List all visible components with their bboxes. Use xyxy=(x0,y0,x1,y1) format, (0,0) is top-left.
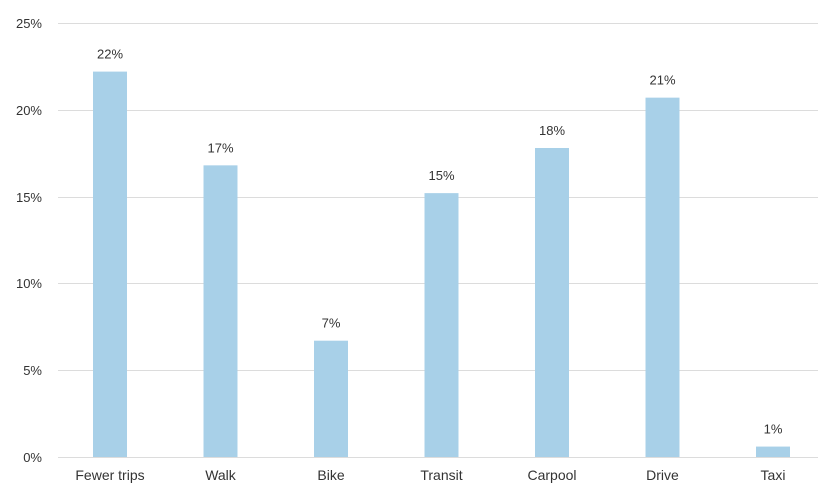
category-label-walk: Walk xyxy=(205,467,237,483)
bar-fewer-trips xyxy=(93,71,127,457)
data-label-drive: 21% xyxy=(649,73,675,88)
data-label-transit: 15% xyxy=(428,168,454,183)
bar-transit xyxy=(424,193,459,458)
category-label-carpool: Carpool xyxy=(527,467,576,483)
bar-carpool xyxy=(535,147,569,457)
y-axis-tick-labels: 0% 5% 10% 15% 20% 25% xyxy=(16,16,42,465)
bars xyxy=(93,71,790,458)
bar-drive xyxy=(645,97,680,457)
y-tick-label-0: 0% xyxy=(23,450,42,465)
y-tick-label-1: 5% xyxy=(23,363,42,378)
data-label-carpool: 18% xyxy=(539,123,565,138)
bar-walk xyxy=(203,165,238,458)
y-tick-label-2: 10% xyxy=(16,276,42,291)
y-tick-label-4: 20% xyxy=(16,103,42,118)
category-label-bike: Bike xyxy=(317,467,344,483)
x-axis-category-labels: Fewer trips Walk Bike Transit Carpool Drive Ta… xyxy=(75,467,785,483)
category-label-fewer-trips: Fewer trips xyxy=(75,467,144,483)
category-label-taxi: Taxi xyxy=(761,467,786,483)
data-label-walk: 17% xyxy=(207,140,233,155)
y-tick-label-5: 25% xyxy=(16,16,42,31)
category-label-drive: Drive xyxy=(646,467,679,483)
bar-taxi xyxy=(756,446,790,457)
data-label-bike: 7% xyxy=(322,316,341,331)
data-label-taxi: 1% xyxy=(764,422,783,437)
category-label-transit: Transit xyxy=(420,467,462,483)
data-labels: 22% 17% 7% 15% 18% 21% 1% xyxy=(97,47,783,437)
bar-bike xyxy=(314,340,348,457)
y-tick-label-3: 15% xyxy=(16,190,42,205)
data-label-fewer-trips: 22% xyxy=(97,47,123,62)
